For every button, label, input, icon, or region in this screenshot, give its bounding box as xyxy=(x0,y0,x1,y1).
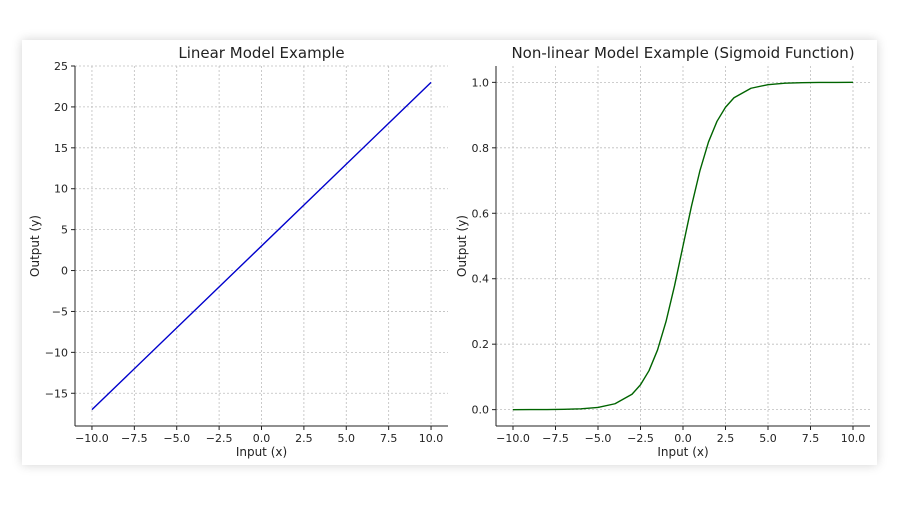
subplot-1: −10.0 −7.5 −5.0 −2.5 0.0 2.5 5.0 7.5 10.0 25 20 15 1… xyxy=(28,44,448,459)
y-tick-label: 0 xyxy=(61,265,68,278)
x-tick-label: −2.5 xyxy=(206,432,233,445)
x-tick-label: 0.0 xyxy=(674,432,692,445)
figure-card xyxy=(22,40,877,465)
y-tick-label: 25 xyxy=(54,60,68,73)
y-tick-label: 0.2 xyxy=(472,338,490,351)
x-tick-label: 5.0 xyxy=(338,432,356,445)
x-tick-label: −5.0 xyxy=(585,432,612,445)
y-tick-label: 20 xyxy=(54,101,68,114)
y-tick-label: 0.8 xyxy=(472,142,490,155)
y-tick-label: −15 xyxy=(45,387,68,400)
y-tick-label: −10 xyxy=(45,346,68,359)
x-tick-label: −7.5 xyxy=(542,432,569,445)
x-tick-label: 7.5 xyxy=(802,432,820,445)
x-tick-label: 2.5 xyxy=(295,432,313,445)
x-tick-label: 2.5 xyxy=(717,432,735,445)
x-tick-label: 7.5 xyxy=(380,432,398,445)
x-tick-label: 0.0 xyxy=(253,432,271,445)
x-tick-label: −2.5 xyxy=(627,432,654,445)
y-tick-label: −5 xyxy=(52,305,68,318)
y-tick-label: 5 xyxy=(61,224,68,237)
y-tick-label: 15 xyxy=(54,142,68,155)
x-tick-label: −5.0 xyxy=(163,432,190,445)
x-axis-label: Input (x) xyxy=(236,445,287,459)
y-tick-label: 0.6 xyxy=(472,207,490,220)
series-line-1 xyxy=(91,81,432,411)
x-axis-label: Input (x) xyxy=(657,445,708,459)
x-tick-label: 10.0 xyxy=(841,432,866,445)
y-tick-label: 10 xyxy=(54,183,68,196)
y-axis-label: Output (y) xyxy=(455,215,469,277)
x-tick-label: 10.0 xyxy=(419,432,444,445)
x-tick-label: −7.5 xyxy=(121,432,148,445)
y-tick-label: 0.0 xyxy=(472,404,490,417)
y-axis-label: Output (y) xyxy=(28,215,42,277)
subplot-2: −10.0 −7.5 −5.0 −2.5 0.0 2.5 5.0 7.5 10.0 1.0 0.8 0… xyxy=(455,44,870,459)
series-line-1 xyxy=(512,81,854,411)
chart-title: Linear Model Example xyxy=(178,44,344,62)
x-tick-label: 5.0 xyxy=(759,432,777,445)
y-tick-label: 0.4 xyxy=(472,273,490,286)
x-tick-label: −10.0 xyxy=(75,432,109,445)
chart-title: Non-linear Model Example (Sigmoid Functi… xyxy=(511,44,854,62)
y-tick-label: 1.0 xyxy=(472,76,490,89)
x-tick-label: −10.0 xyxy=(496,432,530,445)
